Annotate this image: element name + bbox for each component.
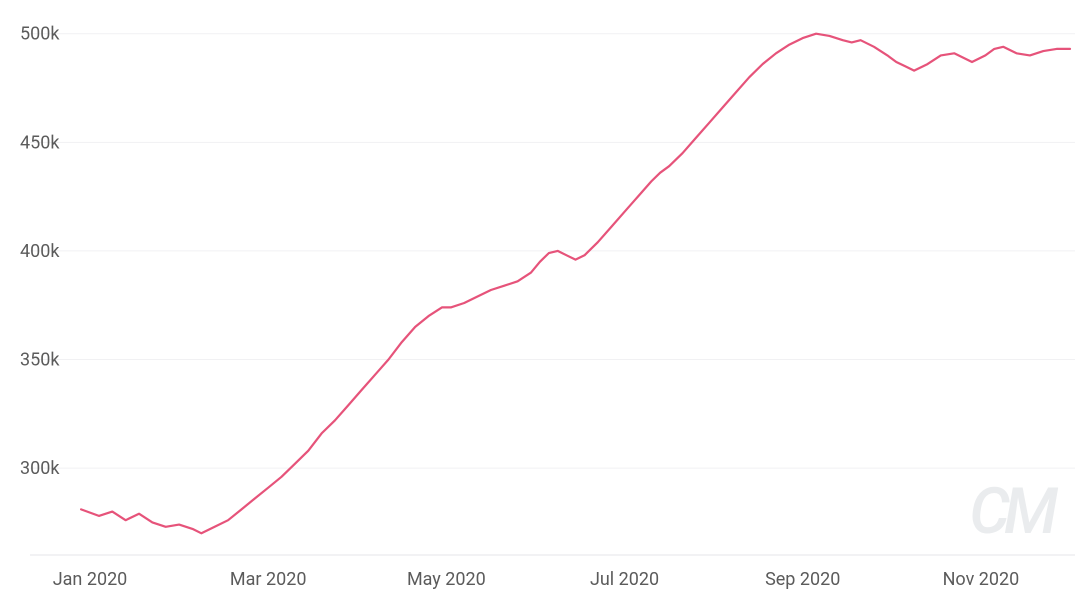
data-series-line	[81, 34, 1070, 534]
y-gridlines	[30, 34, 1075, 468]
x-axis-ticks: Jan 2020 Mar 2020 May 2020 Jul 2020 Sep 2020…	[53, 569, 1020, 590]
y-tick-label: 400k	[20, 241, 60, 262]
line-chart: 300k 350k 400k 450k 500k Jan 2020 Mar 2020 May…	[0, 0, 1080, 607]
y-tick-label: 500k	[20, 24, 60, 45]
x-tick-label: Jul 2020	[590, 569, 659, 590]
y-tick-label: 450k	[20, 132, 60, 153]
y-axis-ticks: 300k 350k 400k 450k 500k	[20, 24, 60, 479]
x-tick-label: Sep 2020	[765, 569, 840, 590]
y-tick-label: 300k	[20, 458, 60, 479]
x-tick-label: Nov 2020	[943, 569, 1020, 590]
x-tick-label: Mar 2020	[230, 569, 307, 590]
chart-container: 300k 350k 400k 450k 500k Jan 2020 Mar 2020 May…	[0, 0, 1080, 607]
x-tick-label: May 2020	[407, 569, 486, 590]
x-tick-label: Jan 2020	[53, 569, 128, 590]
y-tick-label: 350k	[20, 350, 60, 371]
